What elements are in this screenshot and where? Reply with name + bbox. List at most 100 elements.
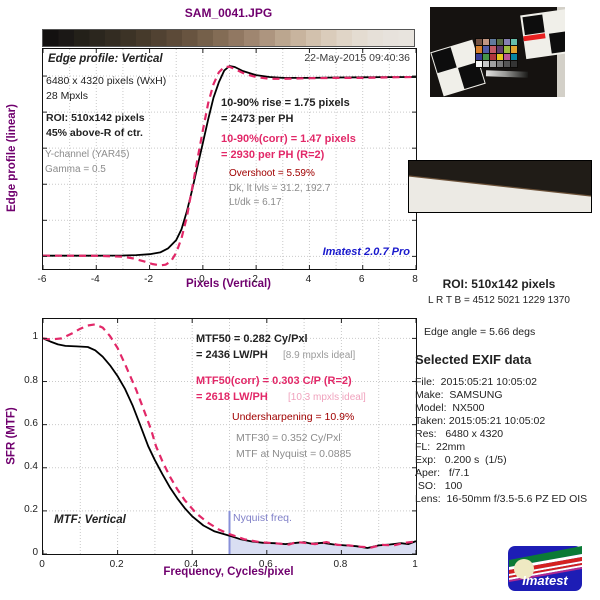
mtf-plot-title: MTF: Vertical [54,514,126,526]
roi-position-text: 45% above-R of ctr. [46,127,143,139]
edge-roi-image [408,161,592,212]
exif-line: Exp: 0.200 s (1/5) [415,454,507,466]
x-tick-label: 0.2 [109,559,124,570]
exif-line: ISO: 100 [415,480,463,492]
mtf50-ideal-text: [8.9 mpxls ideal] [283,350,356,361]
colorchecker-patch [476,46,482,53]
undersharpening-text: Undersharpening = 10.9% [232,411,355,423]
colorchecker-patch [483,46,489,53]
image-size-text: 6480 x 4320 pixels (WxH) [46,75,167,87]
checkerboard-target-right [520,8,565,60]
colorchecker-patch [476,39,482,46]
nyquist-freq-label: Nyquist freq. [233,512,292,524]
mtf50-text-1: MTF50 = 0.282 Cy/Pxl [196,333,308,345]
grayscale-plate [485,70,529,78]
exif-list: File: 2015:05:21 10:05:02 Make: SAMSUNG Mo… [415,376,587,506]
megapixels-text: 28 Mpxls [46,90,89,102]
x-tick-label: 0.6 [258,559,273,570]
rise-corr-text-2: = 2930 per PH (R=2) [221,149,325,161]
colorchecker-patch [497,39,503,46]
mtf-plot [42,318,417,555]
colorchecker-patch [511,53,517,60]
edge-profile-curves [43,49,416,269]
y-tick-label: 0.2 [24,503,38,515]
exif-title: Selected EXIF data [415,352,532,367]
x-tick-label: 8 [412,274,418,285]
colorchecker-patch [490,60,496,67]
y-tick-label: 0 [32,547,38,558]
rise-text-2: = 2473 per PH [221,113,294,125]
colorchecker-patch [504,60,510,67]
exif-line: Make: SAMSUNG [415,389,503,401]
levels-text: Dk, lt lvls = 31.2, 192.7 [229,183,331,194]
x-tick-label: -4 [90,274,100,285]
scene-thumbnail [430,7,565,97]
colorchecker-patch [511,39,517,46]
ltdk-ratio-text: Lt/dk = 6.17 [229,197,282,208]
x-tick-label: 4 [305,274,312,285]
edge-angle-text: Edge angle = 5.66 degs [424,326,536,338]
edge-plot-title: Edge profile: Vertical [48,53,163,65]
imatest-logo-text: Imatest [522,573,568,588]
x-tick-label: 2 [252,274,258,285]
y-tick-label: 0.8 [24,374,38,386]
mtf50-text-2: = 2436 LW/PH [196,349,268,361]
colorchecker-patch [490,39,496,46]
edge-profile-plot [42,48,417,270]
colorchecker-patch [504,46,510,53]
gamma-text: Gamma = 0.5 [45,164,106,175]
analysis-date: 22-May-2015 09:40:36 [304,52,410,64]
imatest-logo: Imatest [507,545,583,592]
x-tick-label: 0 [39,559,45,570]
page-title: SAM_0041.JPG [184,6,273,20]
exif-line: Res: 6480 x 4320 [415,428,504,440]
imatest-watermark: Imatest 2.0.7 Pro [322,246,410,258]
colorchecker-patch [483,53,489,60]
rise-text-1: 10-90% rise = 1.75 pixels [221,97,350,109]
colorchecker-patch [511,46,517,53]
tonal-gradient-bar [42,29,415,47]
colorchecker-patch [476,60,482,67]
overshoot-text: Overshoot = 5.59% [229,168,315,179]
sidebar-roi-title: ROI: 510x142 pixels [442,277,556,291]
mtf50-corr-text-1: MTF50(corr) = 0.303 C/P (R=2) [196,375,352,387]
colorchecker-patch [490,53,496,60]
exif-line: FL: 22mm [415,441,466,453]
y-tick-label: 1 [32,331,38,343]
imatest-logo-graphic [508,546,582,591]
exif-line: File: 2015:05:21 10:05:02 [415,376,538,388]
colorchecker [475,38,518,68]
x-tick-label: -2 [144,274,154,285]
colorchecker-patch [483,39,489,46]
edge-roi-thumbnail [408,160,592,213]
colorchecker-patch [504,39,510,46]
x-tick-label: -6 [37,274,47,285]
exif-line: Taken: 2015:05:21 10:05:02 [415,415,546,427]
edge-plot-ylabel: Edge profile (linear) [6,104,18,212]
x-tick-label: 1 [412,559,418,570]
x-tick-label: 0.4 [184,559,199,570]
mtf-plot-ylabel: SFR (MTF) [6,406,19,465]
x-tick-label: 0 [199,274,205,285]
y-tick-label: 0.6 [24,417,38,429]
exif-line: Model: NX500 [415,402,485,414]
colorchecker-patch [497,60,503,67]
mtf50-corr-text-2: = 2618 LW/PH [196,391,268,403]
mtf-nyquist-text: MTF at Nyquist = 0.0885 [236,448,352,460]
mtf-plot-xlabel: Frequency, Cycles/pixel [163,566,294,578]
y-tick-label: 0.4 [24,460,38,472]
colorchecker-patch [511,60,517,67]
channel-text: Y-channel (YAR45) [45,149,130,160]
colorchecker-patch [483,60,489,67]
sidebar-roi-coords: L R T B = 4512 5021 1229 1370 [428,295,570,306]
rise-corr-text-1: 10-90%(corr) = 1.47 pixels [221,133,356,145]
mtf30-text: MTF30 = 0.352 Cy/Pxl [236,432,341,444]
exif-line: Aper: f/7.1 [415,467,470,479]
mtf50-corr-ideal-text: [10.3 mpxls ideal] [288,392,366,403]
colorchecker-patch [504,53,510,60]
edge-plot-xlabel: Pixels (Vertical) [185,278,272,290]
colorchecker-patch [476,53,482,60]
colorchecker-patch [490,46,496,53]
colorchecker-patch [497,46,503,53]
